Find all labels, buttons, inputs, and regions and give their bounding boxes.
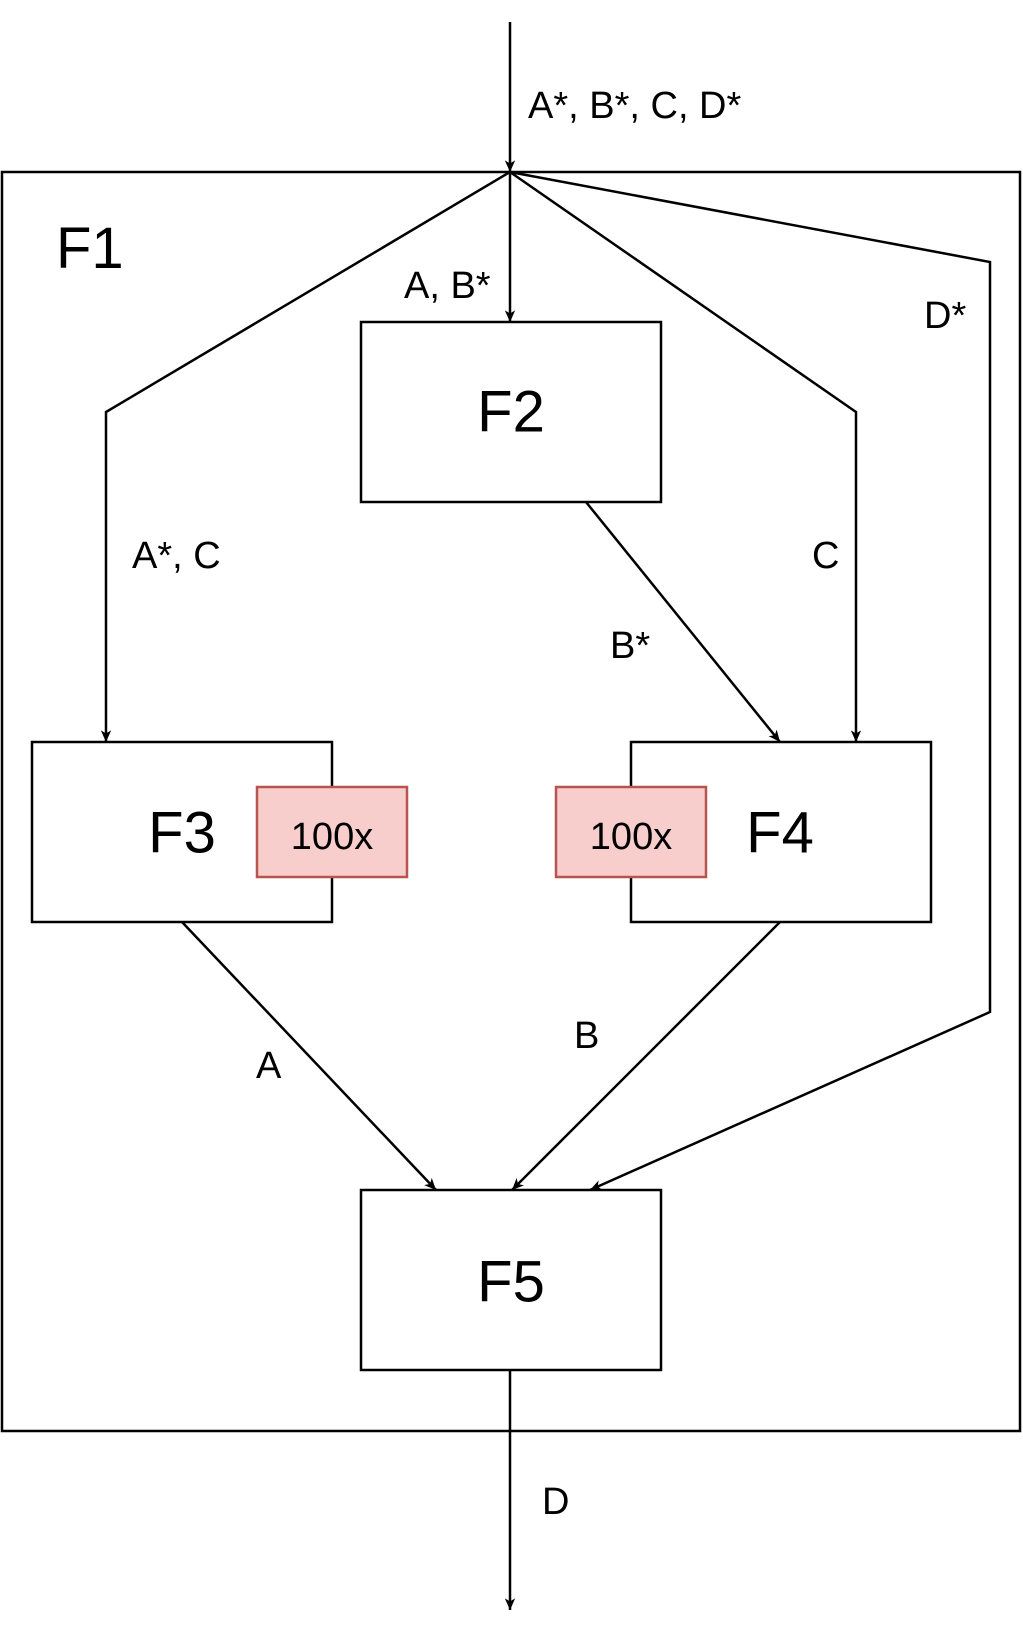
f5-title: F5 bbox=[477, 1250, 545, 1315]
f3-multiplier-label: 100x bbox=[291, 816, 373, 858]
f2-box bbox=[359, 320, 663, 504]
f2-title: F2 bbox=[477, 380, 545, 445]
edge-bypass-to-f5 bbox=[509, 170, 992, 1192]
edge-bypass-label: D* bbox=[924, 295, 966, 337]
edge-f2-to-f4-label: B* bbox=[610, 625, 650, 667]
edge-to-f4 bbox=[509, 170, 862, 742]
input-label: A*, B*, C, D* bbox=[528, 85, 741, 127]
edge-f4-to-f5 bbox=[511, 921, 781, 1191]
f5-box bbox=[359, 1188, 663, 1372]
edge-to-f2-label: A, B* bbox=[404, 265, 491, 307]
f4-multiplier-badge bbox=[554, 785, 708, 879]
edge-to-f4-label: C bbox=[812, 535, 839, 577]
f4-title: F4 bbox=[746, 801, 814, 866]
edge-f2-to-f4 bbox=[585, 501, 781, 743]
edge-f4-to-f5-label: B bbox=[574, 1015, 599, 1057]
f1-title: F1 bbox=[56, 216, 124, 281]
edge-f3-to-f5-label: A bbox=[256, 1045, 282, 1087]
f4-multiplier-label: 100x bbox=[590, 816, 672, 858]
edge-to-f3 bbox=[100, 170, 511, 742]
f3-title: F3 bbox=[148, 801, 216, 866]
output-label: D bbox=[542, 1481, 569, 1523]
edge-f3-to-f5 bbox=[181, 921, 437, 1191]
edge-to-f3-label: A*, C bbox=[132, 535, 221, 577]
f3-multiplier-badge bbox=[255, 785, 409, 879]
